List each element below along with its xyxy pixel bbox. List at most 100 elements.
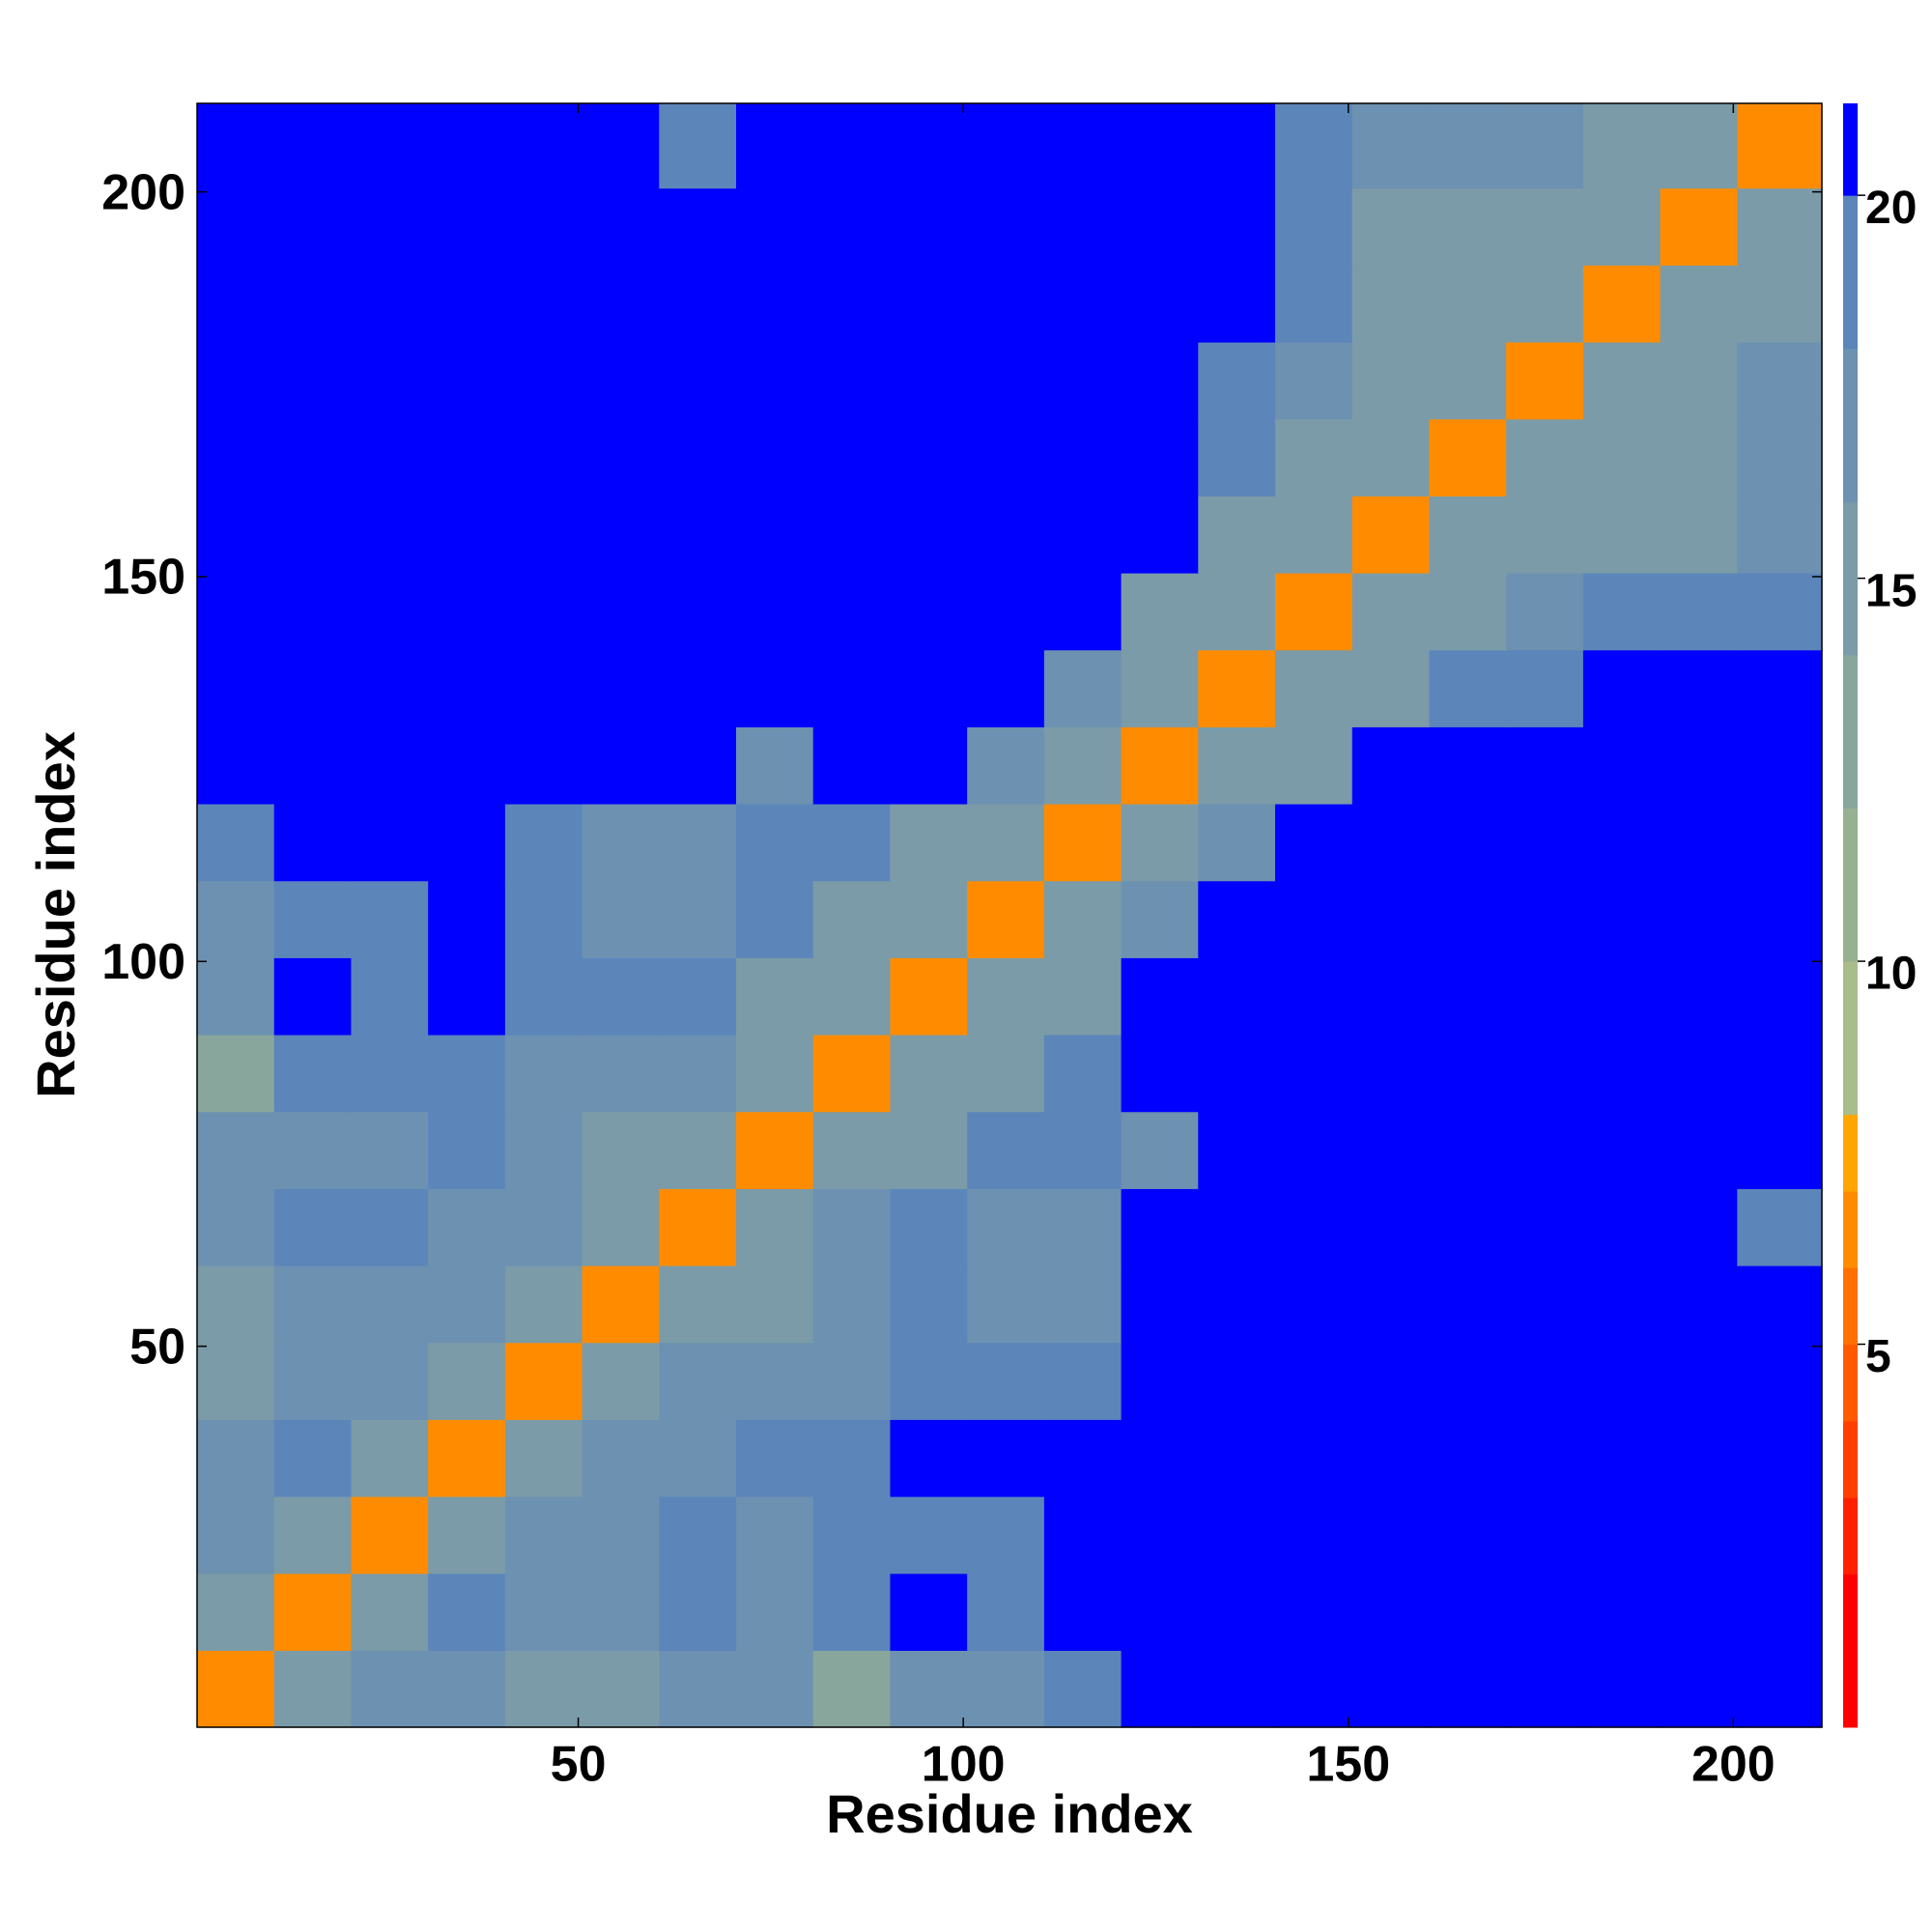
heatmap-cell: [1737, 1495, 1823, 1575]
heatmap-cell: [1275, 1264, 1353, 1344]
heatmap-cell: [1275, 1419, 1353, 1497]
heatmap-cell: [890, 187, 968, 266]
heatmap-cell: [1582, 1188, 1662, 1266]
heatmap-cell: [1660, 1111, 1738, 1189]
heatmap-cell: [812, 572, 892, 651]
heatmap-cell: [812, 1264, 892, 1344]
heatmap-cell: [1351, 1111, 1431, 1189]
heatmap-cell: [1506, 1650, 1584, 1728]
heatmap-cell: [428, 880, 506, 958]
colorbar-band: [1843, 1497, 1858, 1575]
heatmap-cell: [1429, 957, 1507, 1036]
heatmap-cell: [812, 1573, 892, 1651]
heatmap-cell: [351, 1111, 429, 1189]
heatmap-cell: [1043, 1495, 1122, 1575]
heatmap-cell: [1660, 649, 1738, 727]
heatmap-cell: [736, 496, 814, 574]
heatmap-cell: [1582, 1495, 1662, 1575]
heatmap-cell: [1198, 418, 1276, 497]
heatmap-cell: [1506, 103, 1584, 189]
heatmap-cell: [273, 265, 353, 343]
heatmap-cell: [1121, 1034, 1199, 1113]
heatmap-cell: [1121, 1650, 1199, 1728]
heatmap-cell: [1582, 1264, 1662, 1344]
heatmap-cell: [1660, 1034, 1738, 1113]
heatmap-cell: [1506, 726, 1584, 805]
heatmap-cell: [812, 187, 892, 266]
heatmap-cell: [736, 649, 814, 727]
heatmap-cell: [659, 726, 737, 805]
heatmap-cell: [967, 572, 1045, 651]
heatmap-cell: [504, 726, 583, 805]
heatmap-cell: [812, 1034, 892, 1113]
heatmap-cell: [504, 1264, 583, 1344]
heatmap-cell: [197, 418, 275, 497]
heatmap-cell: [1660, 418, 1738, 497]
heatmap-cell: [967, 1264, 1045, 1344]
heatmap-cell: [1429, 1188, 1507, 1266]
heatmap-cell: [351, 1495, 429, 1575]
y-tick-label: 200: [101, 164, 185, 220]
heatmap-cell: [1737, 649, 1823, 727]
heatmap-cell: [1121, 1495, 1199, 1575]
heatmap-cell: [1351, 1034, 1431, 1113]
heatmap-cell: [1043, 341, 1122, 420]
heatmap-cell: [273, 726, 353, 805]
heatmap-cell: [1275, 341, 1353, 420]
heatmap-cell: [582, 496, 660, 574]
heatmap-cell: [273, 880, 353, 958]
x-tick-label: 200: [1691, 1737, 1776, 1793]
heatmap-cell: [582, 1034, 660, 1113]
heatmap-cell: [1737, 880, 1823, 958]
heatmap-cell: [1121, 1419, 1199, 1497]
heatmap-cell: [1506, 1419, 1584, 1497]
heatmap-cell: [1582, 1034, 1662, 1113]
heatmap-cell: [659, 803, 737, 882]
heatmap-cell: [351, 1188, 429, 1266]
heatmap-cell: [504, 265, 583, 343]
heatmap-cell: [967, 1111, 1045, 1189]
heatmap-cell: [582, 957, 660, 1036]
heatmap-cell: [1351, 1495, 1431, 1575]
heatmap-cell: [890, 1264, 968, 1344]
heatmap-cell: [736, 572, 814, 651]
heatmap-cell: [428, 572, 506, 651]
heatmap-cell: [273, 1188, 353, 1266]
heatmap-cell: [197, 1111, 275, 1189]
heatmap-cell: [736, 726, 814, 805]
heatmap-cell: [197, 957, 275, 1036]
heatmap-cell: [351, 1034, 429, 1113]
heatmap-cell: [1351, 1188, 1431, 1266]
heatmap-cell: [1737, 1188, 1823, 1266]
heatmap-cell: [1275, 957, 1353, 1036]
heatmap-cell: [736, 1342, 814, 1420]
heatmap-cell: [1506, 649, 1584, 727]
heatmap-cell: [582, 265, 660, 343]
heatmap-cell: [1198, 1573, 1276, 1651]
heatmap-cell: [967, 880, 1045, 958]
heatmap-cell: [890, 957, 968, 1036]
heatmap-cell: [967, 1495, 1045, 1575]
heatmap-cell: [736, 265, 814, 343]
x-tick-label: 50: [551, 1737, 607, 1793]
heatmap-cell: [582, 1495, 660, 1575]
heatmap-cell: [812, 418, 892, 497]
heatmap-cell: [1429, 803, 1507, 882]
heatmap-cell: [197, 1419, 275, 1497]
heatmap-cell: [1043, 649, 1122, 727]
heatmap-cell: [1506, 1495, 1584, 1575]
heatmap-cell: [659, 1034, 737, 1113]
heatmap-cell: [1043, 1188, 1122, 1266]
heatmap-cell: [504, 957, 583, 1036]
heatmap-cell: [1737, 726, 1823, 805]
heatmap-cell: [197, 803, 275, 882]
heatmap-cell: [1737, 572, 1823, 651]
heatmap-cell: [273, 1342, 353, 1420]
heatmap-cell: [812, 1188, 892, 1266]
heatmap-cell: [659, 265, 737, 343]
heatmap-cell: [812, 496, 892, 574]
heatmap-cell: [428, 418, 506, 497]
heatmap-cell: [1737, 341, 1823, 420]
heatmap-cell: [351, 265, 429, 343]
